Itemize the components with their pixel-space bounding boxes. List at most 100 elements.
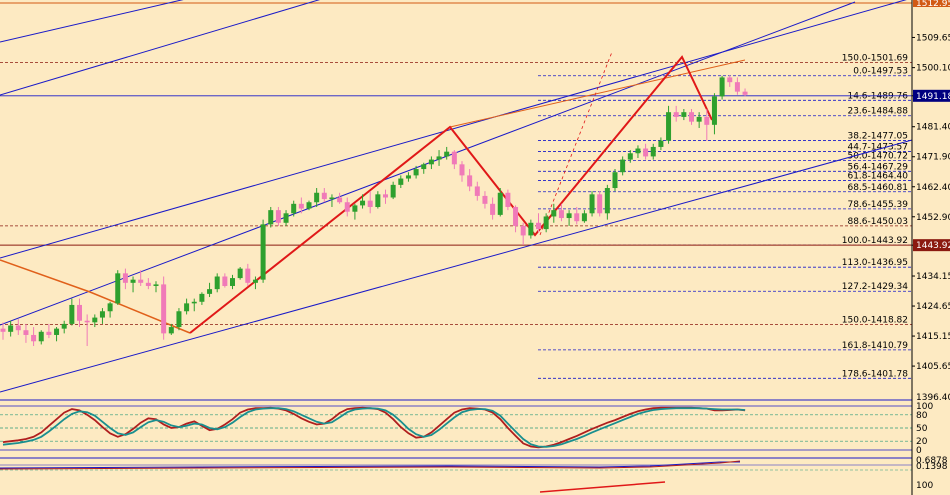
zigzag-line [189,55,713,334]
axis-tick-label: 1415.15 [916,332,950,342]
candle-body [566,213,572,219]
candle [719,75,725,100]
candle [482,191,488,209]
candle-body [275,210,281,223]
candle-body [711,96,717,125]
bottom-top-label: 0.6878 [916,456,948,466]
candle [306,200,312,211]
candle-body [451,151,457,165]
candle-body [543,216,549,230]
osc-tick: 100 [916,402,933,412]
candle-body [558,210,564,219]
candle-body [230,278,235,286]
candle [23,323,29,343]
candle-body [428,159,434,165]
fib-label: 150.0-1501.69 [842,54,909,64]
candle-body [222,276,228,286]
candle [581,210,587,223]
channel-line [0,0,321,96]
candle [337,192,343,204]
drawing-lines [0,0,913,493]
candle-body [635,148,641,154]
candle [92,314,98,328]
candle [122,268,128,290]
fib-label: 14.6-1489.76 [847,91,908,101]
fib-label: 44.7-1473.57 [847,142,908,152]
candle [704,109,710,141]
candle-body [92,317,98,323]
candle [130,276,136,293]
candle-body [490,203,496,215]
candle [398,175,404,189]
candle-body [497,192,503,215]
candle [390,181,396,200]
candle-body [245,268,251,283]
candle-body [681,112,687,117]
top-level-badge [913,0,950,7]
candle-body [375,194,381,207]
candle [367,191,373,214]
candle [490,197,496,220]
candle-body [352,205,358,212]
candle-body [727,77,733,83]
candle-body [0,328,6,332]
candle-body [658,140,664,147]
candle-body [337,197,343,203]
candle-body [474,186,480,196]
candle-body [207,289,213,294]
channel-line [0,0,184,43]
candle-body [505,192,511,207]
candle-body [650,146,656,157]
candle [574,206,580,225]
candle [689,109,694,125]
candle-body [459,164,465,176]
candle [15,319,21,335]
fib-label: 161.8-1410.79 [842,341,909,351]
osc-tick: 0 [916,446,922,456]
candle-body [719,77,725,97]
candle [666,105,672,144]
candle-body [742,91,748,95]
candle-body [604,188,610,214]
candle [207,282,213,298]
candle-body [69,304,75,324]
candle [474,181,480,201]
candle [444,146,450,160]
candle [46,323,52,339]
candle-body [321,192,327,200]
candle [681,109,687,121]
projection-line [539,51,613,236]
fib-label: 150.0-1418.82 [842,315,908,325]
candle [230,274,235,290]
candle [734,77,740,95]
candle-body [589,194,595,214]
candle [344,197,350,217]
candle-body [696,116,702,122]
candle [69,298,75,326]
channel-line [0,139,913,393]
candle-body [260,224,266,280]
candle-body [612,172,618,189]
candle-body [214,276,220,290]
fib-label: 127.2-1429.34 [842,282,909,292]
candle [360,194,366,209]
trend-line-lower [539,481,666,493]
candle [696,112,702,128]
fib-label: 23.6-1484.88 [847,107,908,117]
candle-body [122,273,128,283]
candle [727,75,733,87]
candle-body [8,325,14,332]
fib-label: 0.0-1497.53 [853,67,908,77]
candle-body [99,311,105,318]
candle [620,156,626,176]
candle [643,143,649,160]
candle-body [283,213,289,223]
candle-body [704,116,710,125]
candle-body [597,194,603,214]
candle-body [620,159,626,173]
candle-body [176,311,182,328]
axis-bottom-label: 1396.40 [916,393,950,403]
